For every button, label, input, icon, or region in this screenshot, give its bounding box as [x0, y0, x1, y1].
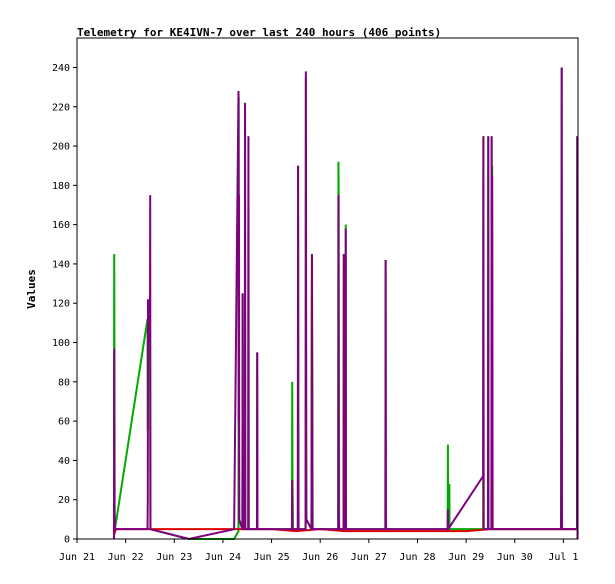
y-tick-label: 140 [52, 259, 70, 270]
x-tick-label: Jun 22 [108, 552, 144, 563]
x-tick-label: Jun 29 [448, 552, 484, 563]
y-tick-label: 120 [52, 299, 70, 310]
x-tick-label: Jul 1 [548, 552, 578, 563]
x-tick-label: Jun 27 [351, 552, 387, 563]
x-axis: Jun 21 Jun 22 Jun 23 Jun 24 Jun 25 Jun 26 Jun … [59, 539, 578, 563]
x-tick-label: Jun 30 [497, 552, 533, 563]
y-tick-label: 160 [52, 220, 70, 231]
x-tick-label: Jun 23 [156, 552, 192, 563]
y-tick-label: 220 [52, 102, 70, 113]
y-tick-label: 60 [58, 417, 70, 428]
plot-area [112, 67, 579, 541]
x-tick-label: Jun 21 [59, 552, 95, 563]
plot-frame [76, 37, 579, 540]
y-axis-label: Values [25, 269, 38, 309]
y-tick-label: 100 [52, 338, 70, 349]
y-tick-label: 240 [52, 63, 70, 74]
chart-title: Telemetry for KE4IVN-7 over last 240 hou… [77, 26, 441, 39]
x-tick-label: Jun 25 [254, 552, 290, 563]
y-tick-label: 80 [58, 377, 70, 388]
x-tick-label: Jun 28 [399, 552, 435, 563]
y-tick-label: 180 [52, 181, 70, 192]
y-axis: 0 20 40 60 80 100 120 140 160 180 200 220 240 [52, 63, 77, 546]
y-tick-label: 20 [58, 495, 70, 506]
series-line-3 [112, 67, 579, 541]
y-tick-label: 0 [64, 535, 70, 546]
x-tick-label: Jun 24 [205, 552, 241, 563]
y-tick-label: 40 [58, 456, 70, 467]
x-tick-label: Jun 26 [302, 552, 338, 563]
y-tick-label: 200 [52, 142, 70, 153]
